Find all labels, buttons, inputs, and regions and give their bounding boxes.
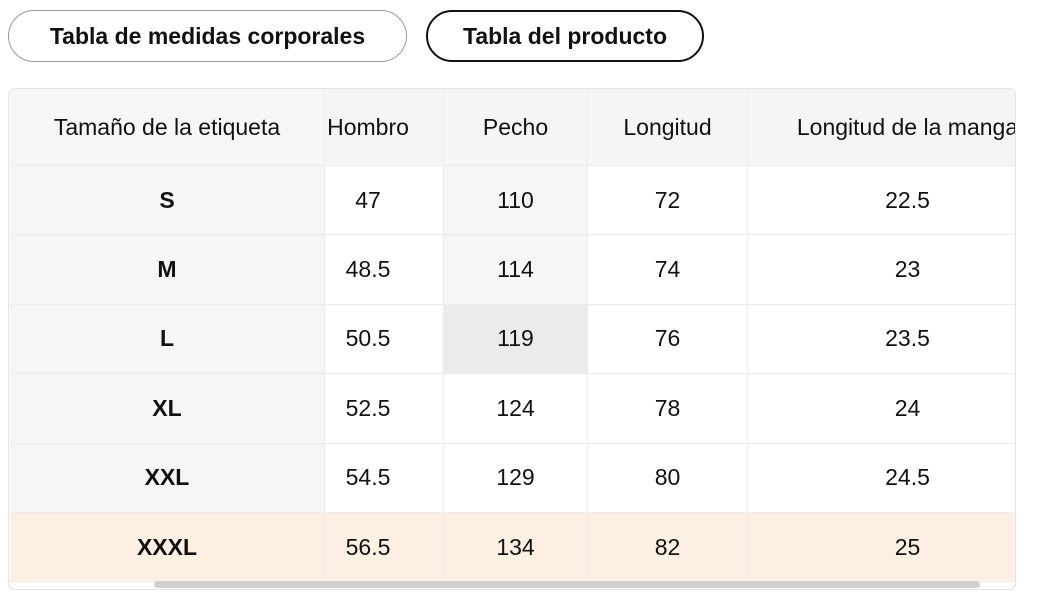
scrollbar[interactable] <box>154 581 980 588</box>
table-cell: 24 <box>748 374 1015 444</box>
tab[interactable]: Tabla del producto <box>426 10 704 62</box>
table-cell: 23.5 <box>748 305 1015 375</box>
table-cell: 52.5 <box>293 374 444 444</box>
table-cell: 134 <box>444 513 588 583</box>
table-cell: 23 <box>748 235 1015 305</box>
table-cell: 47 <box>293 166 444 236</box>
table-cell: 82 <box>588 513 748 583</box>
table-cell: 76 <box>588 304 748 375</box>
table-cell: 129 <box>444 443 588 513</box>
tab[interactable]: Tabla de medidas corporales <box>8 10 407 62</box>
table-cell: 78 <box>588 374 748 444</box>
size-label: XL <box>10 374 325 444</box>
column-header: Tamaño de la etiqueta <box>10 89 325 166</box>
table-cell: 25 <box>748 513 1015 583</box>
table-cell: 72 <box>588 166 748 236</box>
size-label: M <box>10 235 325 305</box>
size-label: L <box>10 304 325 375</box>
table-cell: 54.5 <box>293 443 444 513</box>
table-cell: 80 <box>588 443 748 513</box>
column-header: Pecho <box>444 89 588 166</box>
table-cell: 119 <box>444 304 588 375</box>
table-cell: 114 <box>444 235 588 305</box>
table-cell: 124 <box>444 374 588 444</box>
size-label: S <box>10 166 325 236</box>
table-cell: 22.5 <box>748 166 1015 236</box>
table-cell: 74 <box>588 235 748 305</box>
table-cell: 48.5 <box>293 235 444 305</box>
table-cell: 24.5 <box>748 444 1015 513</box>
size-label: XXL <box>10 443 325 513</box>
table-cell: 110 <box>444 166 588 236</box>
table-cell: 50.5 <box>293 304 444 375</box>
column-header: Longitud de la manga <box>748 89 1015 166</box>
column-header: Longitud <box>588 89 748 166</box>
size-label: XXXL <box>10 513 325 583</box>
size-table: Tamaño de la etiqueta Hombro Pecho Longitud… <box>8 88 1016 590</box>
